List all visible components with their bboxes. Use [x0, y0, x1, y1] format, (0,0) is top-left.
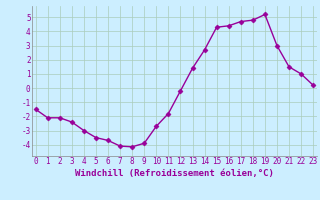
X-axis label: Windchill (Refroidissement éolien,°C): Windchill (Refroidissement éolien,°C) — [75, 169, 274, 178]
